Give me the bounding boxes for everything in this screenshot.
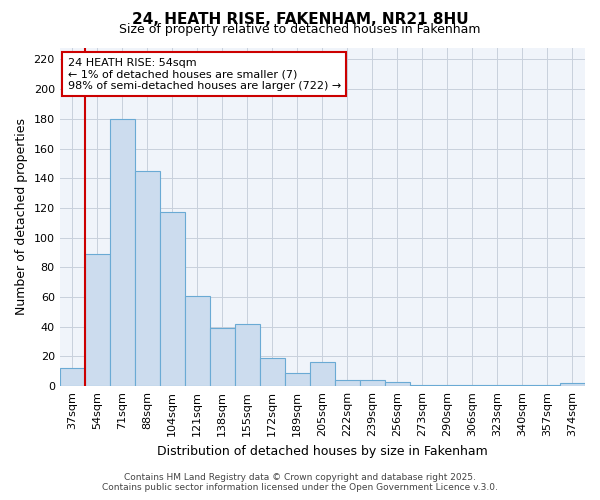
Text: Size of property relative to detached houses in Fakenham: Size of property relative to detached ho… (119, 22, 481, 36)
Bar (560, 383, 585, 386)
Bar (235, 324, 260, 386)
Y-axis label: Number of detached properties: Number of detached properties (15, 118, 28, 316)
Bar (385, 382, 410, 386)
Bar (335, 380, 360, 386)
Bar (285, 373, 310, 386)
Bar (310, 362, 335, 386)
Text: Contains HM Land Registry data © Crown copyright and database right 2025.
Contai: Contains HM Land Registry data © Crown c… (102, 473, 498, 492)
Bar (410, 384, 435, 386)
Bar (485, 384, 510, 386)
Bar (360, 380, 385, 386)
Text: 24, HEATH RISE, FAKENHAM, NR21 8HU: 24, HEATH RISE, FAKENHAM, NR21 8HU (131, 12, 469, 28)
Bar (59, 368, 85, 386)
Bar (435, 384, 460, 386)
Bar (510, 384, 535, 386)
Bar (135, 171, 160, 386)
Bar (85, 254, 110, 386)
Bar (160, 212, 185, 386)
Bar (535, 384, 560, 386)
Bar (185, 296, 210, 386)
Bar (260, 358, 285, 386)
Bar (460, 384, 485, 386)
Bar (210, 328, 235, 386)
X-axis label: Distribution of detached houses by size in Fakenham: Distribution of detached houses by size … (157, 444, 488, 458)
Bar (110, 119, 135, 386)
Text: 24 HEATH RISE: 54sqm
← 1% of detached houses are smaller (7)
98% of semi-detache: 24 HEATH RISE: 54sqm ← 1% of detached ho… (68, 58, 341, 91)
